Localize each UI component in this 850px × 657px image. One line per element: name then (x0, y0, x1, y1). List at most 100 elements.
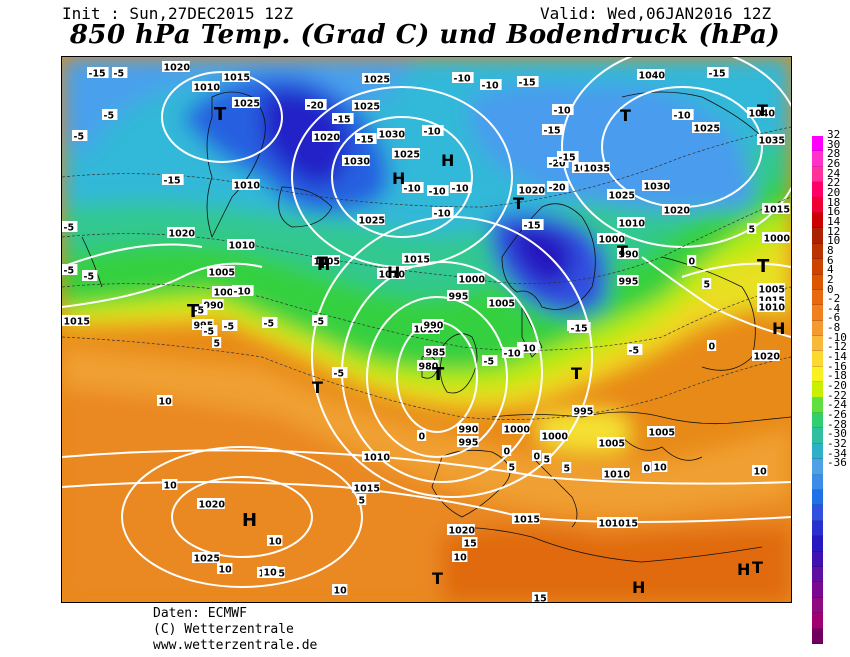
scale-label: 18 (827, 195, 841, 209)
scale-swatch (812, 151, 823, 167)
svg-text:-15: -15 (571, 324, 588, 335)
svg-text:0: 0 (534, 452, 541, 463)
isobar-label: 1005 (597, 437, 625, 450)
svg-text:-15: -15 (357, 135, 374, 146)
svg-text:5: 5 (214, 339, 221, 350)
temperature-labels: -15-5-5-15-5-20-15-15-10-10 -10 -10-10-10-… (62, 67, 768, 602)
scale-label: 0 (827, 282, 834, 296)
scale-label: 16 (827, 205, 841, 219)
isotherm-label: 5 (212, 337, 222, 350)
low-pressure-marker: T (432, 569, 443, 588)
svg-text:1010: 1010 (604, 470, 631, 481)
svg-text:1015: 1015 (404, 255, 430, 266)
svg-text:-15: -15 (89, 69, 106, 80)
isobar-label: 1025 (192, 552, 220, 565)
svg-text:10: 10 (754, 467, 768, 478)
high-pressure-marker: H (387, 263, 400, 282)
low-pressure-marker: T (752, 558, 763, 577)
scale-swatch (812, 382, 823, 398)
scale-swatch (812, 459, 823, 475)
svg-text:1030: 1030 (644, 182, 671, 193)
svg-text:-5: -5 (114, 69, 125, 80)
isotherm-label: -5 (312, 315, 328, 328)
svg-text:-5: -5 (264, 319, 275, 330)
isotherm-label: 0 (687, 255, 697, 268)
isobar-label: 1010 (232, 179, 260, 192)
svg-text:-10: -10 (519, 344, 537, 355)
svg-text:-5: -5 (194, 306, 205, 317)
isotherm-label: -10 (480, 79, 502, 92)
svg-text:1015: 1015 (612, 519, 638, 530)
isobar-label: 990 (457, 423, 479, 436)
svg-text:1000: 1000 (764, 234, 791, 245)
isotherm-label: 10 (452, 551, 468, 564)
init-time: Init : Sun,27DEC2015 12Z (62, 4, 294, 23)
isotherm-label: -15 (522, 219, 544, 232)
scale-swatch (812, 320, 823, 337)
svg-text:985: 985 (426, 348, 446, 359)
low-pressure-marker: T (757, 256, 770, 277)
svg-text:-5: -5 (74, 132, 85, 143)
isotherm-label: -5 (202, 325, 218, 338)
svg-text:990: 990 (619, 250, 639, 261)
svg-text:1010: 1010 (234, 181, 261, 192)
isotherm-label: -20 (547, 157, 569, 170)
svg-text:1010: 1010 (619, 219, 646, 230)
svg-text:-10: -10 (452, 184, 470, 195)
isobar-label: 1020 (752, 350, 780, 363)
scale-swatch (812, 397, 823, 414)
svg-text:990: 990 (459, 425, 479, 436)
svg-text:1020: 1020 (664, 206, 691, 217)
isobar-label: 1035 (582, 162, 610, 175)
svg-text:1030: 1030 (344, 157, 371, 168)
svg-text:0: 0 (644, 464, 651, 475)
isotherm-label: 10 (267, 535, 283, 548)
svg-text:-10: -10 (234, 287, 252, 298)
svg-text:-10: -10 (429, 187, 447, 198)
svg-text:1015: 1015 (224, 73, 250, 84)
svg-text:10: 10 (264, 568, 278, 579)
scale-swatch (812, 228, 823, 244)
isobar-label: 1010 (192, 81, 220, 94)
scale-label: 4 (827, 263, 834, 277)
isotherm-label: -5 (627, 344, 643, 357)
svg-text:1020: 1020 (314, 133, 341, 144)
isotherm-label: 5 (747, 223, 757, 236)
scale-swatch (812, 520, 823, 537)
scale-swatch (812, 366, 823, 383)
isotherm-label: -15 (557, 151, 579, 164)
scale-swatch (812, 274, 823, 290)
scale-swatch (812, 536, 823, 552)
temperature-color-scale (812, 136, 823, 644)
svg-text:-10: -10 (434, 209, 452, 220)
isobar-label: 1000 (502, 423, 530, 436)
scale-swatch (812, 259, 823, 275)
chart-title: 850 hPa Temp. (Grad C) und Bodendruck (h… (69, 20, 781, 50)
scale-swatch (812, 628, 823, 644)
isobar-label: 1025 (357, 214, 385, 227)
isobar-label: 985 (424, 346, 446, 359)
low-pressure-marker: T (214, 104, 227, 125)
isobar-label: 1000 (212, 286, 240, 299)
scale-swatch (812, 613, 823, 629)
pressure-isobars (62, 57, 791, 588)
isotherm-label: 0 (707, 340, 717, 353)
svg-text:10: 10 (159, 397, 173, 408)
color-scale-labels: 32 30 28 26 24 22 20 18 16 14 12 10 8 6 4 2 0 -2 -4 -6 -8 -10… (827, 129, 847, 468)
svg-text:-5: -5 (84, 272, 95, 283)
scale-label: 30 (827, 137, 841, 151)
scale-label: 26 (827, 156, 841, 170)
svg-text:1025: 1025 (364, 75, 390, 86)
svg-text:0: 0 (419, 432, 426, 443)
scale-label: -22 (827, 388, 847, 402)
scale-label: -12 (827, 340, 847, 354)
svg-text:10: 10 (654, 463, 668, 474)
scale-label: -34 (827, 446, 847, 460)
svg-text:-10: -10 (424, 127, 442, 138)
isotherm-label: 15 (532, 592, 548, 602)
isotherm-label: -5 (72, 130, 88, 143)
svg-text:1025: 1025 (359, 216, 385, 227)
scale-label: 6 (827, 253, 834, 267)
scale-swatch (812, 136, 823, 152)
isotherm-label: 10 (652, 461, 668, 474)
